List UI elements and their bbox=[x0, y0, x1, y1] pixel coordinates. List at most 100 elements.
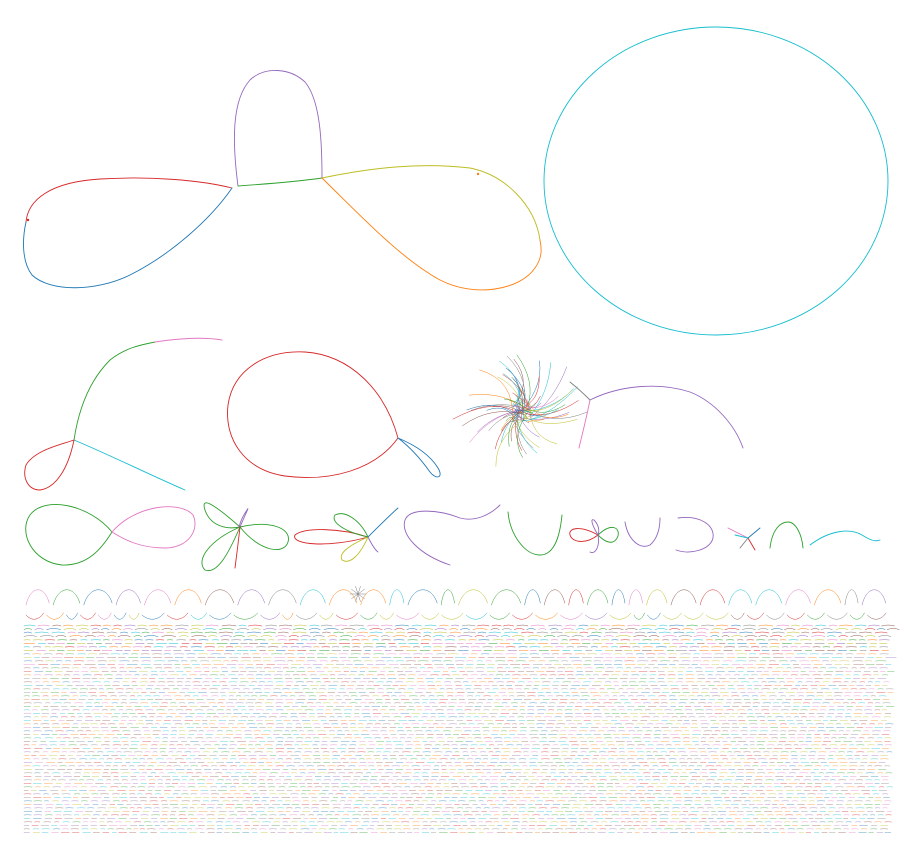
edge bbox=[850, 635, 864, 637]
edge bbox=[340, 536, 369, 562]
edge bbox=[550, 631, 563, 634]
edge bbox=[449, 628, 458, 630]
edge bbox=[589, 534, 599, 553]
edge bbox=[868, 624, 880, 627]
edge bbox=[111, 628, 122, 630]
edge bbox=[179, 635, 189, 637]
edge bbox=[565, 624, 576, 627]
edge bbox=[491, 589, 521, 606]
edge bbox=[815, 624, 827, 627]
edge bbox=[434, 628, 447, 630]
edge bbox=[439, 624, 449, 627]
edge bbox=[84, 635, 96, 637]
edge bbox=[811, 631, 825, 634]
edge bbox=[406, 628, 418, 630]
edge bbox=[166, 612, 189, 620]
edge bbox=[34, 631, 49, 634]
edge bbox=[758, 624, 773, 627]
edge bbox=[66, 612, 78, 620]
edge bbox=[505, 367, 525, 405]
edge bbox=[569, 528, 599, 542]
edge bbox=[333, 631, 344, 634]
edge bbox=[490, 628, 500, 630]
edge bbox=[282, 612, 294, 620]
edge bbox=[161, 628, 173, 630]
edge bbox=[128, 612, 140, 620]
edge bbox=[354, 635, 366, 637]
edge bbox=[385, 631, 394, 634]
edge bbox=[389, 589, 405, 606]
edge bbox=[516, 419, 540, 448]
edge bbox=[25, 177, 233, 223]
edge bbox=[394, 628, 405, 630]
edge bbox=[878, 635, 892, 637]
edge bbox=[827, 631, 842, 634]
edge bbox=[569, 381, 591, 401]
edge bbox=[37, 624, 50, 627]
edge bbox=[189, 628, 201, 630]
edge bbox=[755, 631, 770, 634]
edge bbox=[625, 628, 638, 630]
edge bbox=[807, 612, 825, 620]
edge bbox=[237, 628, 249, 630]
edge bbox=[747, 527, 761, 539]
edge bbox=[514, 407, 532, 411]
edge bbox=[407, 631, 421, 634]
component-flower bbox=[294, 507, 399, 562]
edge bbox=[839, 624, 853, 627]
edge bbox=[529, 386, 578, 420]
edge bbox=[527, 635, 542, 637]
edge bbox=[357, 586, 361, 595]
edge bbox=[811, 635, 826, 637]
edge bbox=[861, 589, 886, 606]
edge bbox=[113, 612, 127, 620]
edge bbox=[23, 635, 37, 637]
edge bbox=[627, 624, 641, 627]
edge bbox=[309, 624, 320, 627]
edge bbox=[633, 612, 645, 620]
edge bbox=[141, 631, 150, 634]
edge bbox=[238, 624, 247, 627]
edge bbox=[360, 589, 386, 606]
edge bbox=[867, 612, 887, 620]
edge bbox=[46, 612, 64, 620]
edge bbox=[647, 612, 661, 620]
edge bbox=[268, 589, 297, 606]
edge bbox=[79, 628, 89, 630]
edge bbox=[535, 612, 558, 620]
edge bbox=[844, 589, 859, 606]
component-ring bbox=[543, 26, 889, 336]
edge bbox=[472, 628, 488, 630]
edge bbox=[279, 628, 292, 630]
edge bbox=[662, 635, 677, 637]
edge bbox=[549, 628, 559, 630]
edge bbox=[320, 624, 333, 627]
edge bbox=[515, 408, 522, 451]
edge bbox=[201, 526, 241, 572]
edge bbox=[646, 589, 668, 606]
edge bbox=[202, 628, 216, 630]
edge bbox=[396, 612, 419, 620]
edge bbox=[98, 612, 112, 620]
edge bbox=[424, 624, 437, 627]
edge bbox=[73, 439, 186, 491]
edge bbox=[524, 589, 541, 606]
edge bbox=[536, 631, 549, 634]
edge bbox=[90, 624, 102, 627]
edge bbox=[227, 351, 399, 478]
edge bbox=[335, 612, 358, 620]
edge bbox=[233, 612, 258, 620]
edge bbox=[786, 612, 805, 620]
edge bbox=[380, 624, 393, 627]
edge bbox=[684, 612, 704, 620]
edge bbox=[587, 589, 609, 606]
edge bbox=[367, 536, 379, 553]
component-loop-pair bbox=[227, 351, 441, 478]
edge bbox=[731, 624, 741, 627]
edge bbox=[511, 389, 526, 408]
edge bbox=[239, 524, 289, 550]
edge bbox=[514, 395, 520, 415]
edge bbox=[233, 70, 323, 187]
edge bbox=[512, 612, 533, 620]
edge bbox=[309, 631, 320, 634]
